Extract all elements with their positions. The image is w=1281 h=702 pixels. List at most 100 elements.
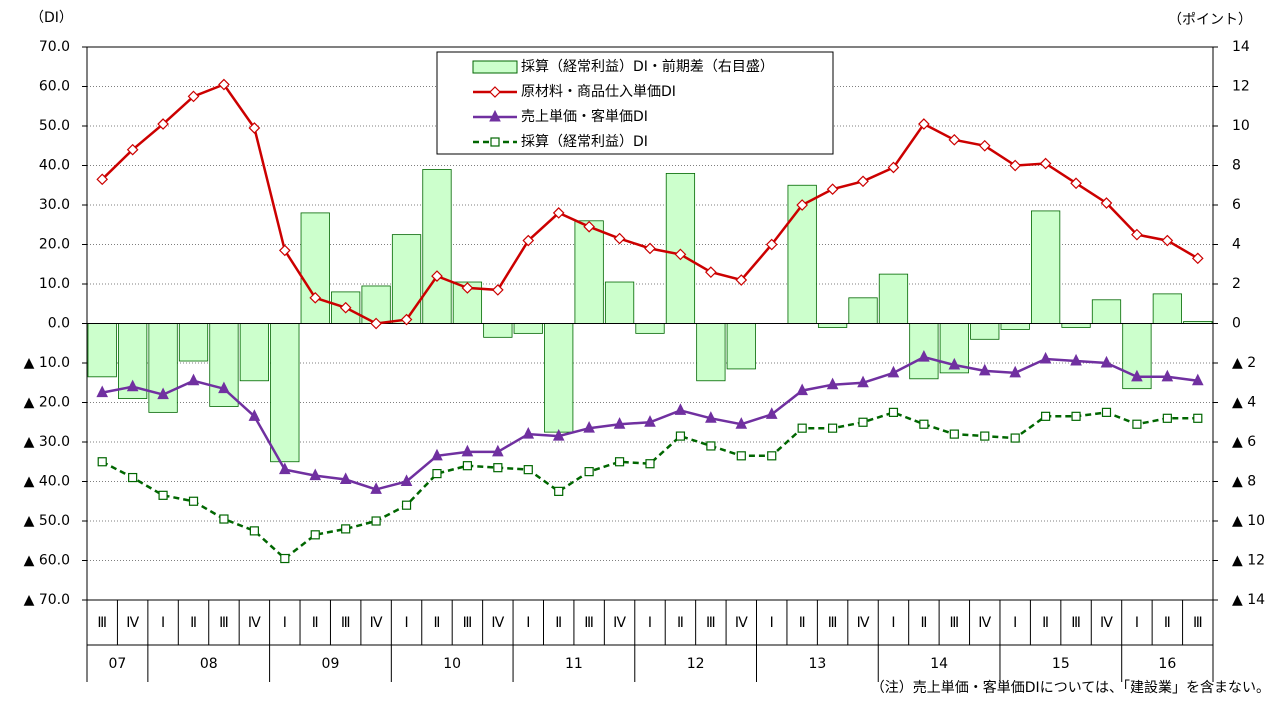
marker: [887, 161, 900, 174]
y2-tick-label: ▲ 10: [1232, 513, 1265, 529]
x-tick-label: Ⅰ: [770, 615, 774, 631]
marker: [1191, 252, 1204, 265]
x-tick-label: Ⅱ: [555, 615, 562, 631]
marker: [187, 373, 200, 386]
legend-label: 原材料・商品仕入単価DI: [521, 84, 676, 100]
marker: [96, 173, 109, 186]
marker: [613, 417, 626, 429]
bar: [1152, 293, 1182, 324]
marker: [826, 183, 839, 196]
x-tick-label: Ⅲ: [706, 615, 716, 631]
marker: [279, 462, 291, 475]
marker: [97, 457, 107, 467]
x-tick-label: Ⅰ: [404, 615, 408, 631]
year-label: 10: [443, 656, 461, 672]
marker: [614, 457, 625, 467]
y-axis-label: （DI）: [30, 10, 73, 26]
marker: [400, 313, 413, 326]
marker: [613, 232, 626, 245]
marker: [948, 357, 961, 370]
x-tick-label: Ⅲ: [584, 615, 594, 631]
y-tick-label: ▲ 10.0: [24, 355, 70, 371]
marker: [248, 409, 261, 421]
marker: [796, 383, 808, 396]
bar: [665, 172, 696, 324]
marker: [1070, 353, 1082, 366]
marker: [1162, 413, 1172, 423]
bar: [544, 323, 574, 433]
x-tick-label: Ⅳ: [248, 615, 261, 631]
marker: [1070, 177, 1082, 190]
y2-tick-label: 0: [1232, 316, 1241, 332]
year-label: 16: [1158, 656, 1176, 672]
y-tick-label: 20.0: [39, 237, 70, 253]
marker: [158, 490, 168, 500]
bar: [483, 323, 513, 338]
marker: [918, 349, 930, 362]
y2-tick-label: ▲ 12: [1232, 553, 1265, 569]
marker: [522, 426, 535, 439]
x-tick-label: Ⅱ: [312, 615, 319, 631]
bar: [1031, 210, 1061, 324]
marker: [796, 199, 809, 211]
marker: [1131, 369, 1143, 382]
x-tick-label: Ⅱ: [677, 615, 684, 631]
marker: [1100, 355, 1113, 368]
bar: [422, 169, 452, 324]
marker: [492, 444, 504, 457]
marker: [1009, 159, 1022, 172]
marker: [645, 459, 655, 469]
x-tick-label: Ⅳ: [126, 615, 139, 631]
bar: [239, 323, 269, 382]
x-tick-label: Ⅲ: [1193, 615, 1203, 631]
marker: [827, 423, 838, 433]
bar: [209, 323, 239, 407]
x-tick-label: Ⅲ: [828, 615, 838, 631]
marker: [887, 365, 900, 378]
marker: [188, 496, 199, 506]
x-tick-label: Ⅰ: [526, 615, 530, 631]
bar: [118, 323, 148, 399]
y-tick-label: 70.0: [39, 39, 70, 55]
marker: [765, 407, 778, 419]
x-tick-label: Ⅱ: [1164, 615, 1171, 631]
marker: [1131, 228, 1143, 241]
y2-tick-label: ▲ 4: [1232, 395, 1256, 411]
marker: [493, 463, 503, 473]
x-tick-label: Ⅳ: [491, 615, 504, 631]
marker: [919, 419, 929, 429]
year-label: 07: [109, 656, 127, 672]
x-tick-label: Ⅲ: [341, 615, 351, 631]
marker: [1039, 351, 1052, 364]
x-tick-label: Ⅰ: [648, 615, 652, 631]
bar: [604, 281, 635, 324]
marker: [522, 234, 535, 247]
marker: [309, 291, 322, 304]
marker: [1100, 197, 1113, 209]
marker: [826, 377, 839, 390]
year-label: 13: [808, 656, 826, 672]
marker: [280, 553, 290, 564]
marker: [187, 90, 200, 103]
marker: [248, 122, 261, 134]
marker: [431, 448, 443, 461]
x-tick-label: Ⅲ: [949, 615, 959, 631]
marker: [1193, 413, 1203, 423]
bar: [513, 323, 543, 334]
note: （注）売上単価・客単価DIについては、「建設業」を含まない。: [871, 679, 1270, 696]
year-label: 12: [687, 656, 705, 672]
marker: [857, 375, 869, 388]
x-tick-label: Ⅳ: [857, 615, 870, 631]
bar: [696, 323, 726, 382]
marker: [370, 317, 382, 330]
x-tick-label: Ⅱ: [799, 615, 806, 631]
marker: [675, 431, 686, 441]
marker: [371, 516, 381, 526]
x-tick-label: Ⅰ: [1013, 615, 1017, 631]
marker: [735, 274, 748, 286]
marker: [310, 530, 320, 540]
bar: [1061, 323, 1091, 328]
y2-tick-label: 6: [1232, 197, 1241, 213]
y-tick-label: ▲ 40.0: [24, 474, 70, 490]
marker: [218, 381, 230, 394]
